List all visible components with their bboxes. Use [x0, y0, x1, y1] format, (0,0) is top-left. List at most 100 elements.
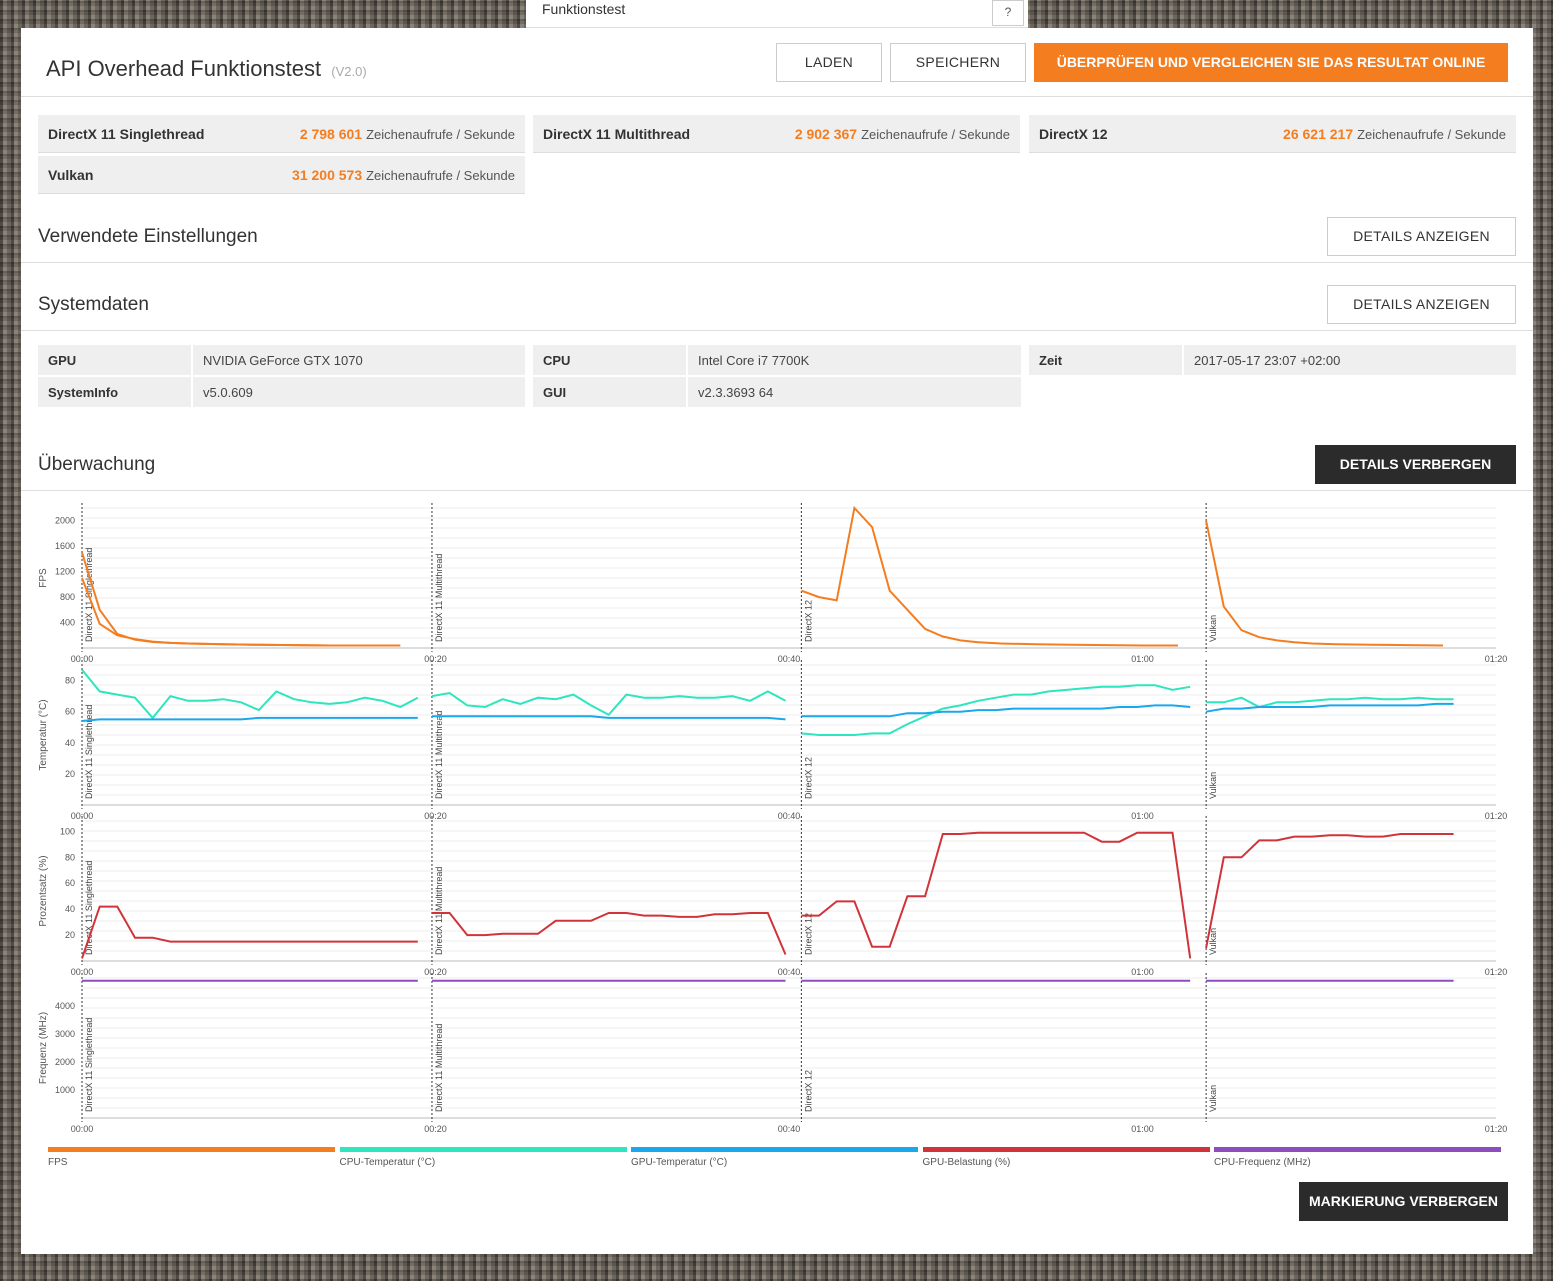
y-tick-label: 60 [65, 878, 75, 888]
y-tick-label: 100 [60, 826, 75, 836]
settings-title: Verwendete Einstellungen [38, 226, 258, 247]
x-tick-label: 00:20 [424, 654, 447, 664]
x-tick-label: 00:20 [424, 1124, 447, 1134]
chart-panel-2: 20 40 60 80 100 Prozentsatz (%) 00:00 00:20 00:4… [38, 816, 1507, 977]
settings-details-button[interactable]: DETAILS ANZEIGEN [1327, 217, 1516, 256]
system-details-button[interactable]: DETAILS ANZEIGEN [1327, 285, 1516, 324]
legend-item[interactable]: GPU-Temperatur (°C) [631, 1147, 918, 1168]
hide-markers-button[interactable]: MARKIERUNG VERBERGEN [1299, 1182, 1508, 1221]
x-tick-label: 01:00 [1131, 967, 1154, 977]
x-tick-label: 00:00 [71, 967, 94, 977]
score-unit: Zeichenaufrufe / Sekunde [366, 168, 515, 183]
x-tick-label: 00:20 [424, 967, 447, 977]
score-name: DirectX 12 [1039, 126, 1108, 142]
legend-item[interactable]: CPU-Temperatur (°C) [339, 1147, 627, 1168]
y-tick-label: 40 [65, 904, 75, 914]
test-marker-label: DirectX 11 Multithread [434, 1024, 444, 1112]
x-tick-label: 00:20 [424, 811, 447, 821]
legend-item[interactable]: FPS [48, 1147, 335, 1168]
load-button[interactable]: LADEN [776, 43, 882, 82]
legend-swatch [922, 1147, 1210, 1152]
header: API Overhead Funktionstest (V2.0) LADEN … [21, 28, 1533, 97]
hide-details-button[interactable]: DETAILS VERBERGEN [1315, 445, 1516, 484]
series-line [81, 552, 401, 647]
series-line [801, 505, 1178, 647]
info-key-time: Zeit [1029, 345, 1182, 375]
compare-online-button[interactable]: ÜBERPRÜFEN UND VERGLEICHEN SIE DAS RESUL… [1034, 43, 1508, 82]
legend-label: GPU-Temperatur (°C) [631, 1157, 728, 1168]
y-tick-label: 60 [65, 707, 75, 717]
x-tick-label: 01:20 [1485, 1124, 1508, 1134]
y-tick-label: 80 [65, 852, 75, 862]
info-value-systeminfo: v5.0.609 [193, 377, 525, 407]
version-label: (V2.0) [331, 64, 367, 79]
y-axis-label: Prozentsatz (%) [38, 855, 49, 926]
legend-swatch [1214, 1147, 1501, 1152]
test-marker-label: DirectX 11 Singlethread [84, 861, 94, 955]
chart-panel-3: 1000 2000 3000 4000 Frequenz (MHz) 00:00 00:20… [38, 973, 1507, 1134]
legend-label: FPS [48, 1157, 68, 1168]
divider [21, 490, 1533, 491]
test-marker-label: DirectX 11 Singlethread [84, 1018, 94, 1112]
x-tick-label: 00:40 [778, 654, 801, 664]
x-tick-label: 00:00 [71, 654, 94, 664]
legend-label: GPU-Belastung (%) [922, 1157, 1011, 1168]
score-unit: Zeichenaufrufe / Sekunde [1357, 127, 1506, 142]
score-vulkan: Vulkan 31 200 573 Zeichenaufrufe / Sekund… [38, 156, 525, 194]
score-dx11-multi: DirectX 11 Multithread 2 902 367 Zeichena… [533, 115, 1020, 153]
series-line [432, 715, 786, 721]
series-line [81, 669, 419, 720]
x-tick-label: 00:00 [71, 1124, 94, 1134]
series-line [432, 912, 787, 955]
help-button[interactable]: ? [992, 0, 1024, 26]
series-line [81, 577, 401, 647]
series-line [801, 684, 1191, 736]
y-tick-label: 40 [65, 738, 75, 748]
test-marker-label: DirectX 12 [803, 600, 813, 642]
y-axis-label: Temperatur (°C) [38, 699, 49, 770]
test-marker-label: Vulkan [1208, 772, 1218, 799]
x-tick-label: 00:40 [778, 967, 801, 977]
score-name: DirectX 11 Multithread [543, 126, 691, 142]
series-line [1205, 833, 1454, 949]
y-axis-label: FPS [38, 568, 49, 588]
legend-label: CPU-Frequenz (MHz) [1214, 1157, 1311, 1168]
series-line [801, 831, 1192, 959]
info-key-systeminfo: SystemInfo [38, 377, 191, 407]
series-line [81, 716, 418, 722]
legend-item[interactable]: CPU-Frequenz (MHz) [1214, 1147, 1501, 1168]
series-line [1205, 702, 1454, 713]
test-marker-label: DirectX 11 Multithread [434, 554, 444, 642]
test-marker-label: DirectX 12 [803, 757, 813, 799]
score-dx12: DirectX 12 26 621 217 Zeichenaufrufe / Se… [1029, 115, 1516, 153]
page-title-text: API Overhead Funktionstest [46, 56, 322, 81]
x-tick-label: 00:40 [778, 811, 801, 821]
legend-label: CPU-Temperatur (°C) [339, 1157, 436, 1168]
score-value: 2 798 601 [299, 126, 363, 142]
y-tick-label: 1600 [55, 541, 75, 551]
save-button[interactable]: SPEICHERN [890, 43, 1026, 82]
info-key-cpu: CPU [533, 345, 686, 375]
y-tick-label: 1200 [55, 567, 75, 577]
y-tick-label: 400 [60, 618, 75, 628]
test-marker-label: DirectX 12 [803, 1070, 813, 1112]
x-tick-label: 01:20 [1485, 654, 1508, 664]
top-tab[interactable]: Funktionstest ? [526, 0, 1028, 28]
score-unit: Zeichenaufrufe / Sekunde [366, 127, 515, 142]
series-line [801, 704, 1191, 718]
x-tick-label: 01:00 [1131, 1124, 1154, 1134]
score-name: Vulkan [48, 167, 94, 183]
score-dx11-single: DirectX 11 Singlethread 2 798 601 Zeichen… [38, 115, 525, 153]
info-key-gui: GUI [533, 377, 686, 407]
y-tick-label: 20 [65, 930, 75, 940]
legend-item[interactable]: GPU-Belastung (%) [922, 1147, 1210, 1168]
page-title: API Overhead Funktionstest (V2.0) [46, 56, 367, 82]
legend-swatch [48, 1147, 335, 1152]
y-tick-label: 800 [60, 592, 75, 602]
y-tick-label: 20 [65, 769, 75, 779]
monitoring-charts: 400 800 1200 1600 2000 FPS 00:00 00:20 00:40 01:0… [38, 503, 1508, 1134]
y-tick-label: 1000 [55, 1085, 75, 1095]
y-tick-label: 80 [65, 676, 75, 686]
x-tick-label: 01:20 [1485, 967, 1508, 977]
